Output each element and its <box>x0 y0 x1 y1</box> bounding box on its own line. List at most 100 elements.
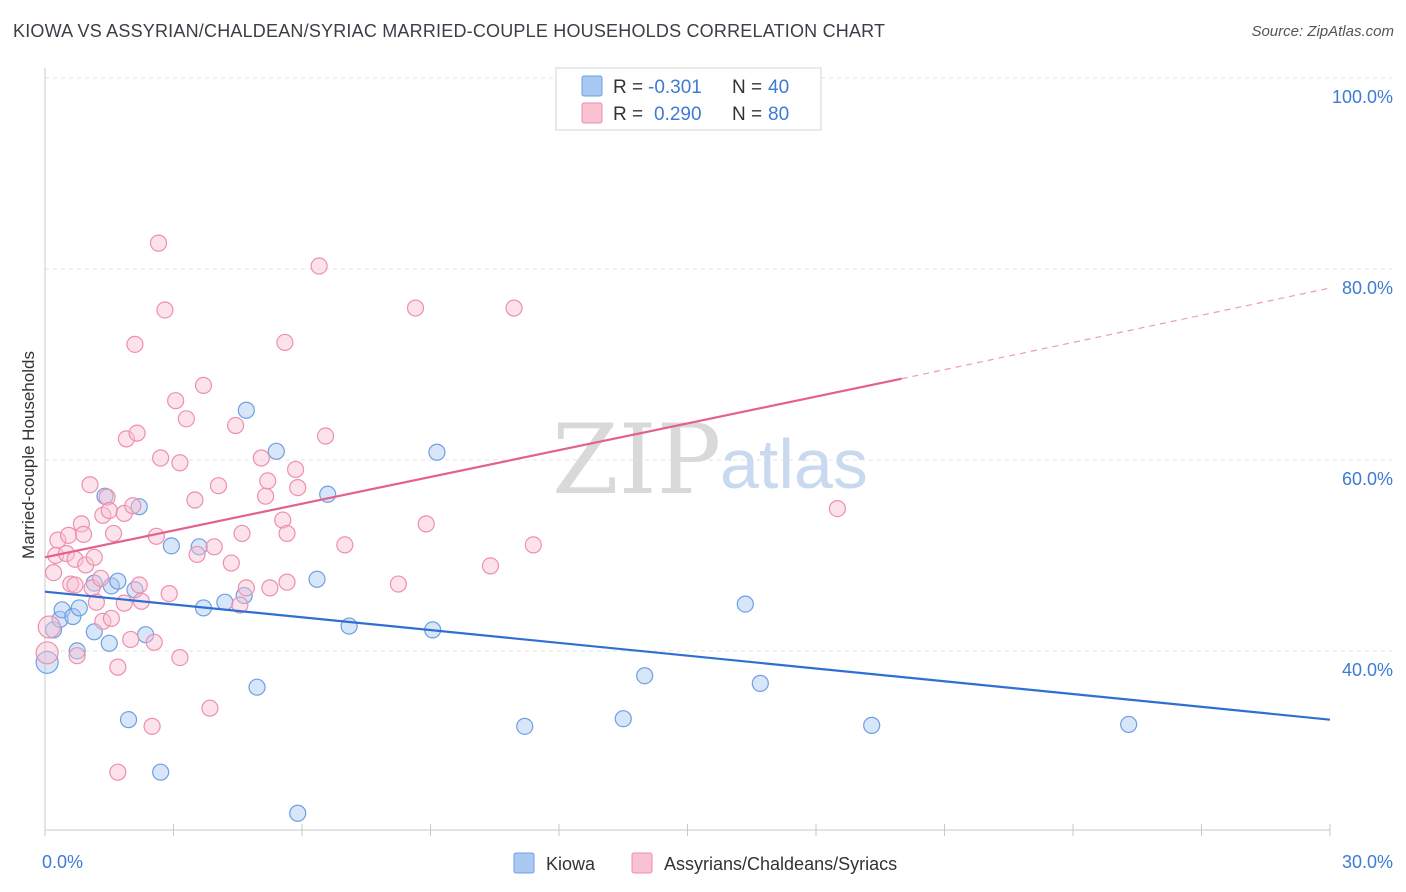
kiowa-point <box>248 678 266 696</box>
assyrian-point <box>66 576 84 594</box>
assyrian-point <box>278 573 296 591</box>
assyrian-point <box>102 609 120 628</box>
chart-title: KIOWA VS ASSYRIAN/CHALDEAN/SYRIAC MARRIE… <box>13 21 886 41</box>
assyrian-point <box>171 648 189 667</box>
bottom-legend-label-kiowa: Kiowa <box>546 854 596 874</box>
y-tick-label: 100.0% <box>1332 87 1393 107</box>
y-tick-label: 60.0% <box>1342 469 1393 489</box>
assyrian-point <box>130 576 148 594</box>
assyrian-point <box>85 548 103 566</box>
kiowa-point <box>289 804 307 822</box>
assyrian-point <box>68 647 86 665</box>
kiowa-point <box>614 710 632 728</box>
trend-lines <box>44 287 1331 721</box>
assyrian-point <box>222 554 240 572</box>
assyrian-point <box>227 416 245 435</box>
kiowa-point <box>64 607 82 626</box>
assyrian-point <box>98 488 116 506</box>
assyrian-point <box>145 633 163 651</box>
legend-n-value-kiowa: 40 <box>768 77 789 98</box>
kiowa-point <box>152 763 170 781</box>
assyrian-point <box>209 477 228 495</box>
source-label: Source: ZipAtlas.com <box>1251 23 1394 40</box>
kiowa-point <box>751 674 769 692</box>
kiowa-point <box>68 642 86 660</box>
assyrian-point <box>167 392 185 410</box>
assyrian-point <box>115 594 133 612</box>
assyrian-point <box>310 257 328 275</box>
assyrian-point <box>259 472 277 490</box>
assyrian-point <box>201 699 219 717</box>
assyrian-point <box>49 531 67 549</box>
kiowa-point <box>216 593 234 611</box>
assyrian-point <box>417 515 435 533</box>
kiowa-point <box>35 650 59 674</box>
kiowa-point <box>162 537 180 555</box>
assyrian-point <box>74 525 93 543</box>
legend-swatch-assyrians <box>581 102 603 124</box>
y-tick-label: 80.0% <box>1342 278 1393 298</box>
assyrian-point <box>256 487 275 505</box>
kiowa-point <box>119 711 138 729</box>
assyrian-point <box>524 536 542 554</box>
top-legend: R = -0.301 N = 40 R = 0.290 N = 80 <box>555 67 822 131</box>
kiowa-point <box>130 498 148 516</box>
assyrian-point <box>389 575 407 593</box>
legend-r-label-assyrians: R = <box>613 104 643 125</box>
legend-n-value-assyrians: 80 <box>768 104 789 125</box>
assyrian-point <box>35 641 59 665</box>
assyrian-point <box>505 299 523 317</box>
bottom-legend-swatch-kiowa <box>513 852 535 874</box>
bottom-legend-label-assyrians: Assyrians/Chaldeans/Syriacs <box>664 854 897 874</box>
assyrian-point <box>104 524 123 543</box>
kiowa-point <box>516 717 534 735</box>
assyrian-trend-line <box>44 377 902 559</box>
assyrian-point <box>152 449 170 467</box>
assyrian-point <box>143 717 161 735</box>
kiowa-point <box>100 634 118 652</box>
assyrian-point <box>278 524 296 543</box>
assyrian-point <box>128 424 146 442</box>
assyrian-point <box>171 454 189 472</box>
kiowa-point <box>109 572 127 590</box>
assyrian-point <box>44 563 63 582</box>
kiowa-point <box>428 443 446 461</box>
assyrian-trend-extension <box>901 287 1331 380</box>
assyrian-point <box>72 515 91 533</box>
assyrian-point <box>92 569 110 587</box>
legend-n-label-kiowa: N = <box>732 77 762 98</box>
y-tick-label: 40.0% <box>1342 660 1393 680</box>
assyrian-point <box>124 497 142 515</box>
assyrian-point <box>194 376 213 395</box>
assyrian-point <box>316 427 335 445</box>
assyrian-point <box>126 335 144 353</box>
assyrian-point <box>276 333 294 352</box>
legend-r-value-assyrians: 0.290 <box>654 104 702 125</box>
kiowa-point <box>308 570 326 588</box>
assyrian-point <box>481 557 500 575</box>
kiowa-trend-line <box>44 590 1331 721</box>
kiowa-point <box>70 599 88 617</box>
assyrian-point <box>109 763 127 781</box>
assyrian-point <box>406 299 425 317</box>
assyrian-point <box>160 584 178 603</box>
assyrian-point <box>122 630 140 649</box>
scatter-points <box>35 234 1138 822</box>
assyrian-point <box>233 524 251 543</box>
kiowa-point <box>1120 715 1138 734</box>
y-axis-label: Married-couple Households <box>19 351 38 559</box>
x-tick-label-max: 30.0% <box>1342 852 1393 872</box>
assyrian-point <box>286 460 305 479</box>
assyrian-point <box>205 538 223 556</box>
assyrian-point <box>156 301 174 319</box>
grid-lines <box>45 77 1392 652</box>
bottom-legend-swatch-assyrians <box>631 852 653 874</box>
kiowa-point <box>636 667 654 685</box>
assyrian-point <box>177 410 195 428</box>
y-axis-tick-labels: 100.0% 80.0% 60.0% 40.0% <box>1332 87 1393 680</box>
assyrian-point <box>261 579 279 597</box>
assyrian-point <box>237 579 255 597</box>
assyrian-point <box>289 478 307 497</box>
watermark: ZIP atlas <box>552 404 868 516</box>
